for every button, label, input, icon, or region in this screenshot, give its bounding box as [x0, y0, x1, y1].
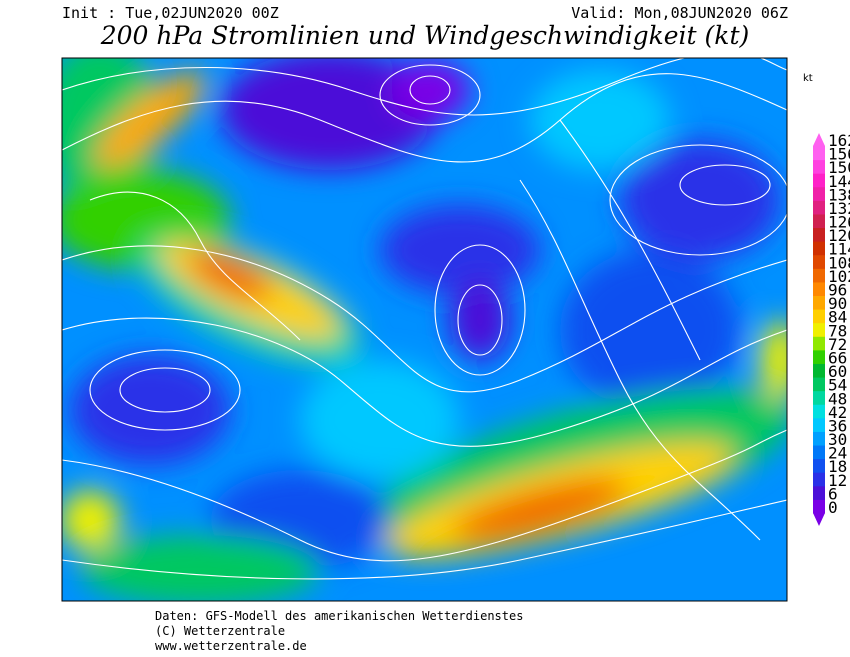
colorbar-label: 0	[828, 498, 838, 517]
colorbar-swatch	[813, 349, 825, 364]
colorbar-swatch	[813, 254, 825, 269]
colorbar-label: 144	[828, 172, 850, 191]
colorbar-label: 126	[828, 213, 850, 232]
footer-line: www.wetterzentrale.de	[155, 639, 307, 653]
colorbar-swatch	[813, 200, 825, 215]
colorbar-label: 72	[828, 335, 847, 354]
colorbar-swatch	[813, 499, 825, 514]
valid-time: Valid: Mon,08JUN2020 06Z	[571, 4, 788, 22]
colorbar-unit: kt	[803, 73, 813, 84]
colorbar-swatch	[813, 295, 825, 310]
colorbar-label: 150	[828, 158, 850, 177]
colorbar-label: 120	[828, 226, 850, 245]
colorbar-swatch	[813, 227, 825, 242]
colorbar-label: 66	[828, 348, 847, 367]
colorbar-swatch	[813, 268, 825, 283]
colorbar-swatch	[813, 336, 825, 351]
colorbar-label: 108	[828, 253, 850, 272]
colorbar-label: 6	[828, 484, 838, 503]
colorbar-label: 78	[828, 321, 847, 340]
colorbar-swatch	[813, 146, 825, 161]
colorbar-swatch	[813, 241, 825, 256]
colorbar-label: 30	[828, 430, 847, 449]
colorbar-swatch	[813, 390, 825, 405]
footer-line: (C) Wetterzentrale	[155, 624, 285, 638]
colorbar-swatch	[813, 213, 825, 229]
colorbar-label: 162	[828, 131, 850, 150]
title: 200 hPa Stromlinien und Windgeschwindigk…	[100, 21, 750, 50]
colorbar-swatch	[813, 417, 825, 432]
colorbar-label: 132	[828, 199, 850, 218]
map	[62, 58, 787, 601]
colorbar-label: 84	[828, 308, 847, 327]
colorbar-label: 60	[828, 362, 847, 381]
colorbar-label: 156	[828, 145, 850, 164]
colorbar-label: 24	[828, 444, 847, 463]
colorbar-label: 42	[828, 403, 847, 422]
colorbar: 0612182430364248546066727884909610210811…	[813, 131, 850, 526]
colorbar-swatch	[813, 281, 825, 297]
init-time: Init : Tue,02JUN2020 00Z	[62, 4, 279, 22]
colorbar-label: 102	[828, 267, 850, 286]
colorbar-swatch	[813, 485, 825, 500]
colorbar-label: 18	[828, 457, 847, 476]
map-frame	[61, 57, 788, 602]
colorbar-swatch	[813, 363, 825, 378]
colorbar-swatch	[813, 445, 825, 460]
streamlines	[62, 58, 787, 580]
colorbar-swatch	[813, 173, 825, 188]
colorbar-swatch	[813, 377, 825, 392]
colorbar-swatch	[813, 472, 825, 487]
colorbar-label: 90	[828, 294, 847, 313]
colorbar-swatch	[813, 186, 825, 201]
colorbar-label: 48	[828, 389, 847, 408]
colorbar-label: 54	[828, 376, 847, 395]
colorbar-swatch	[813, 159, 825, 174]
colorbar-label: 138	[828, 185, 850, 204]
colorbar-arrow-low	[813, 513, 825, 526]
colorbar-arrow-high	[813, 133, 825, 146]
colorbar-swatch	[813, 322, 825, 337]
colorbar-label: 114	[828, 240, 850, 259]
colorbar-label: 96	[828, 281, 847, 300]
colorbar-swatch	[813, 404, 825, 419]
colorbar-swatch	[813, 309, 825, 324]
colorbar-label: 36	[828, 416, 847, 435]
colorbar-swatch	[813, 458, 825, 473]
colorbar-label: 12	[828, 471, 847, 490]
colorbar-swatch	[813, 431, 825, 446]
footer-line: Daten: GFS-Modell des amerikanischen Wet…	[155, 609, 523, 623]
